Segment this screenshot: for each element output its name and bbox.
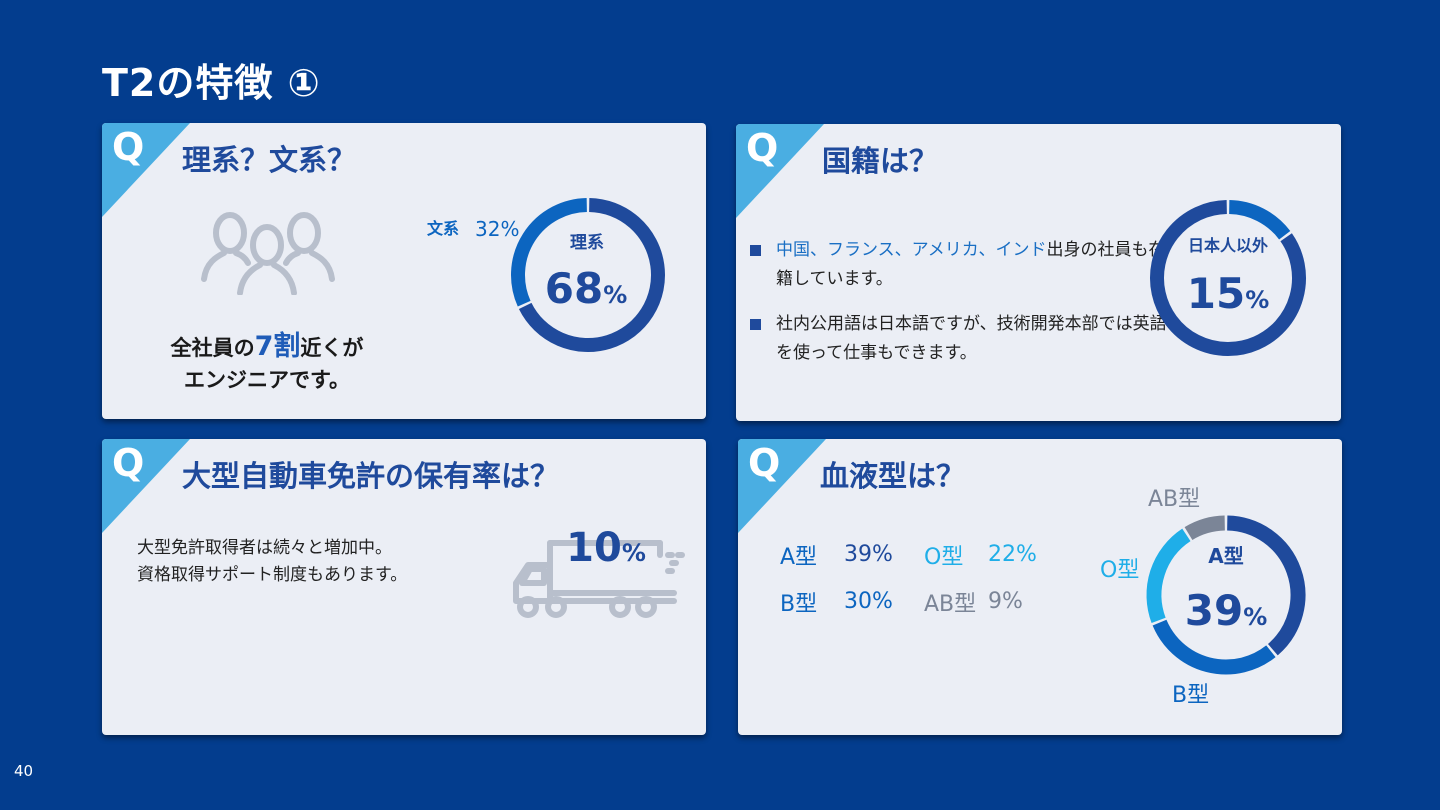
caption-highlight: 7割 (254, 331, 301, 362)
q-corner-badge (102, 439, 190, 533)
donut-slice-AB型 (1184, 515, 1226, 541)
humanities-label: 文系 (427, 219, 460, 238)
donut-center-label: A型 (1208, 544, 1243, 568)
donut-center-value: 39% (1185, 586, 1268, 635)
blood-type-ab-label: AB型 (924, 591, 977, 617)
q-label: Q (112, 125, 145, 169)
blood-type-donut-chart: A型 39% (1146, 515, 1306, 675)
q-label: Q (746, 126, 779, 170)
donut-slice-B型 (1152, 619, 1276, 675)
card-title: 血液型は？ (820, 459, 966, 493)
donut-slice-O型 (1146, 528, 1191, 623)
card-title: 大型自動車免許の保有率は？ (182, 459, 560, 493)
q-label: Q (112, 441, 145, 485)
q-corner-badge (738, 439, 826, 533)
chart-label-b: B型 (1172, 683, 1210, 708)
card-blood-type: Q 血液型は？ A型 39% O型 22% B型 30% AB型 9% AB型 … (738, 439, 1342, 735)
donut-slice-A型 (1226, 515, 1306, 656)
chart-label-o: O型 (1100, 558, 1140, 583)
donut-center-value: 68% (545, 264, 628, 313)
donut-slice-日本人以外 (1228, 200, 1291, 240)
science-donut-chart: 理系 68% (511, 198, 665, 352)
blood-row: A型 39% O型 22% (780, 531, 1068, 578)
blood-type-b-label: B型 (780, 591, 818, 617)
donut-slice-理系 (518, 198, 665, 352)
q-corner-badge (736, 124, 824, 218)
blood-type-o-value: 22% (988, 542, 1037, 567)
truck-icon: 10% (513, 529, 685, 618)
chart-label-ab: AB型 (1148, 487, 1201, 512)
humanities-value: 32% (475, 217, 520, 241)
card-title: 国籍は？ (822, 144, 939, 178)
caption-suffix: 近くが (300, 336, 364, 360)
bullet-square-icon (750, 319, 761, 330)
page-number: 40 (14, 762, 34, 780)
caption-line2: エンジニアです。 (184, 368, 350, 392)
card-science-humanities: Q 理系？文系？ 全社員の7割近くが エンジニアです。 文系 32% 理系 68… (102, 123, 706, 419)
blood-type-table: A型 39% O型 22% B型 30% AB型 9% (780, 531, 1068, 625)
q-corner-badge (102, 123, 190, 217)
blood-type-b-value: 30% (844, 589, 893, 614)
donut-center-value: 15% (1187, 269, 1270, 318)
countries-highlight: 中国、フランス、アメリカ、インド (776, 240, 1047, 260)
donut-center-label: 理系 (570, 233, 604, 253)
card-heavy-license: Q 大型自動車免許の保有率は？ 大型免許取得者は続々と増加中。 資格取得サポート… (102, 439, 706, 735)
bullet-text: 社内公用語は日本語ですが、技術開発本部では英語を使って仕事もできます。 (776, 314, 1167, 363)
page-title: T2の特徴 ① (102, 61, 321, 105)
q-label: Q (748, 441, 781, 485)
donut-center-label: 日本人以外 (1188, 236, 1268, 255)
license-description: 大型免許取得者は続々と増加中。 資格取得サポート制度もあります。 (137, 535, 407, 589)
engineer-ratio-caption: 全社員の7割近くが エンジニアです。 (102, 331, 432, 396)
donut-slice-文系 (511, 198, 588, 307)
bullet-item: 中国、フランス、アメリカ、インド出身の社員も在籍しています。 (750, 236, 1170, 294)
card-title: 理系？文系？ (182, 143, 357, 177)
bullet-text: 出身の社員も在籍しています。 (776, 240, 1166, 289)
bullet-item: 社内公用語は日本語ですが、技術開発本部では英語を使って仕事もできます。 (750, 310, 1170, 368)
license-line2: 資格取得サポート制度もあります。 (137, 565, 408, 585)
blood-type-o-label: O型 (924, 544, 964, 570)
license-rate: 10% (566, 529, 646, 571)
blood-type-ab-value: 9% (988, 589, 1023, 614)
caption-prefix: 全社員の (170, 336, 255, 360)
blood-type-a-label: A型 (780, 544, 818, 570)
card-nationality: Q 国籍は？ 中国、フランス、アメリカ、インド出身の社員も在籍しています。 社内… (736, 124, 1341, 421)
blood-type-a-value: 39% (844, 542, 893, 567)
license-line1: 大型免許取得者は続々と増加中。 (137, 538, 392, 558)
donut-slice-segment-1 (1150, 200, 1306, 356)
nationality-donut-chart: 日本人以外 15% (1150, 200, 1306, 356)
nationality-bullets: 中国、フランス、アメリカ、インド出身の社員も在籍しています。 社内公用語は日本語… (750, 236, 1170, 384)
people-group-icon (201, 212, 335, 295)
bullet-square-icon (750, 245, 761, 256)
blood-row: B型 30% AB型 9% (780, 578, 1068, 625)
